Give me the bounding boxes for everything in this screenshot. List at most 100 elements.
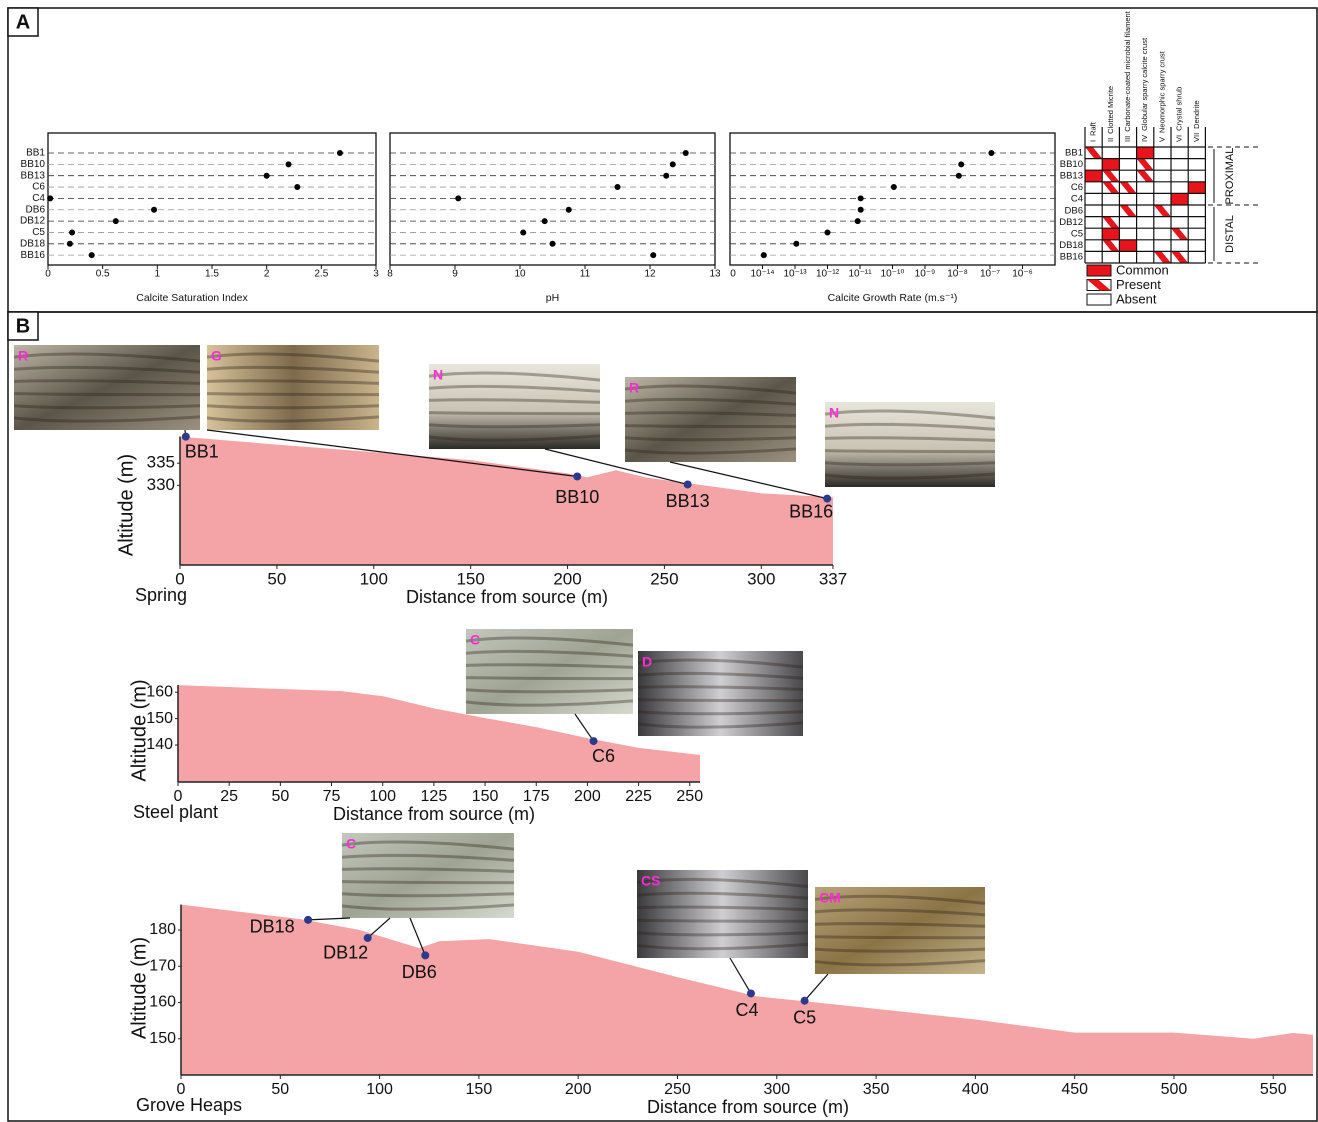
category-label: BB1	[26, 148, 45, 159]
micrograph-texture	[636, 905, 809, 912]
x-tick-label: 0.5	[96, 269, 110, 280]
micrograph-texture	[624, 411, 797, 417]
data-point	[47, 195, 54, 202]
x-tick-label: 0	[175, 569, 184, 588]
x-tick-label: 300	[747, 569, 775, 588]
micrograph-texture	[341, 867, 515, 873]
micrograph-label: N	[829, 405, 839, 421]
cell-present	[1119, 181, 1137, 194]
micrograph-label: N	[433, 367, 443, 383]
x-tick-label: 50	[271, 788, 289, 805]
photo-link	[409, 917, 426, 956]
micrograph-texture	[624, 447, 797, 455]
x-tick-label: 250	[664, 1081, 691, 1098]
micrograph-texture	[637, 698, 804, 703]
plot-frame	[389, 132, 716, 266]
sample-label: BB10	[555, 487, 599, 507]
micrograph-texture	[13, 379, 201, 385]
data-point	[824, 229, 831, 236]
sample-point	[746, 989, 755, 998]
cell-present	[1102, 170, 1120, 182]
x-tick-label: 10	[514, 269, 526, 280]
micrograph-texture	[428, 384, 601, 393]
y-tick-label: 335	[147, 453, 175, 472]
x-tick-label: 350	[863, 1081, 890, 1098]
x-tick-label: 225	[625, 788, 652, 805]
group-label: PROXIMAL	[1224, 148, 1236, 205]
legend-label: Common	[1116, 262, 1169, 277]
category-label: C6	[32, 182, 45, 193]
cell-present	[1153, 251, 1171, 263]
category-label: DB12	[20, 216, 45, 227]
x-tick-label: 550	[1260, 1081, 1287, 1098]
column-numeral: V	[1157, 137, 1166, 142]
cell-present	[1102, 239, 1120, 252]
micrograph-texture	[624, 397, 797, 406]
micrograph-texture	[465, 688, 634, 694]
micrograph-texture	[206, 392, 380, 397]
micrograph	[14, 345, 200, 430]
column-name: Raft	[1089, 121, 1098, 136]
x-tick-label: 100	[366, 1081, 393, 1098]
sample-point	[363, 933, 372, 942]
micrograph-label: G	[211, 348, 222, 364]
column-name: Carbonate-coated microbial filament	[1123, 10, 1132, 131]
micrograph-texture	[824, 472, 996, 480]
x-tick-label: 25	[220, 788, 238, 805]
micrograph-texture	[13, 365, 201, 374]
micrograph-texture	[637, 685, 804, 691]
x-tick-label: 1	[155, 269, 161, 280]
x-tick-label: 0	[177, 1081, 186, 1098]
micrograph-texture	[624, 436, 797, 442]
site-label: Spring	[135, 585, 187, 605]
photo-link	[367, 917, 391, 939]
sample-label: BB1	[185, 441, 219, 461]
cell-present	[1102, 216, 1120, 229]
site-label: Steel plant	[133, 802, 218, 822]
y-tick-label: 160	[149, 994, 176, 1011]
row-label: C4	[1071, 194, 1083, 205]
cell-present	[1153, 205, 1171, 217]
column-numeral: II	[1106, 138, 1115, 142]
micrograph	[429, 364, 600, 449]
x-tick-label: 200	[565, 1081, 592, 1098]
x-tick-label: 12	[644, 269, 656, 280]
column-header: VII Dendrite	[1192, 100, 1201, 142]
category-label: C4	[32, 193, 45, 204]
data-point	[336, 150, 343, 156]
x-tick-label: 250	[676, 788, 703, 805]
cell-common	[1171, 193, 1189, 205]
legend-box	[1086, 264, 1112, 277]
x-tick-label: 150	[466, 1081, 493, 1098]
y-axis-title: Altitude (m)	[115, 454, 137, 556]
x-axis-title: Calcite Saturation Index	[136, 292, 248, 304]
data-point	[854, 218, 861, 225]
micrograph-texture	[636, 942, 809, 951]
legend-label: Present	[1116, 277, 1161, 292]
photo-link	[308, 917, 351, 921]
row-label: C5	[1071, 229, 1083, 240]
x-tick-label: 2	[264, 269, 270, 280]
data-point	[263, 172, 270, 179]
micrograph	[625, 377, 796, 462]
micrograph-texture	[428, 423, 601, 429]
micrograph-texture	[814, 922, 986, 928]
cell-common	[1136, 147, 1154, 159]
x-axis-title: pH	[546, 292, 559, 304]
micrograph-texture	[206, 415, 380, 423]
sample-point	[589, 737, 598, 746]
y-tick-label: 150	[149, 1030, 176, 1047]
category-label: BB13	[21, 170, 46, 181]
data-point	[541, 218, 548, 225]
cell-present	[1119, 205, 1137, 217]
micrograph-texture	[13, 392, 201, 397]
micrograph-texture	[636, 918, 809, 923]
row-label: BB10	[1060, 159, 1083, 170]
data-point	[663, 172, 670, 179]
category-label: BB16	[21, 250, 46, 261]
micrograph-label: CS	[641, 873, 660, 889]
micrograph	[466, 629, 633, 714]
column-numeral: IV	[1140, 135, 1149, 142]
x-tick-label: 100	[360, 569, 388, 588]
x-tick-label: 150	[472, 788, 499, 805]
